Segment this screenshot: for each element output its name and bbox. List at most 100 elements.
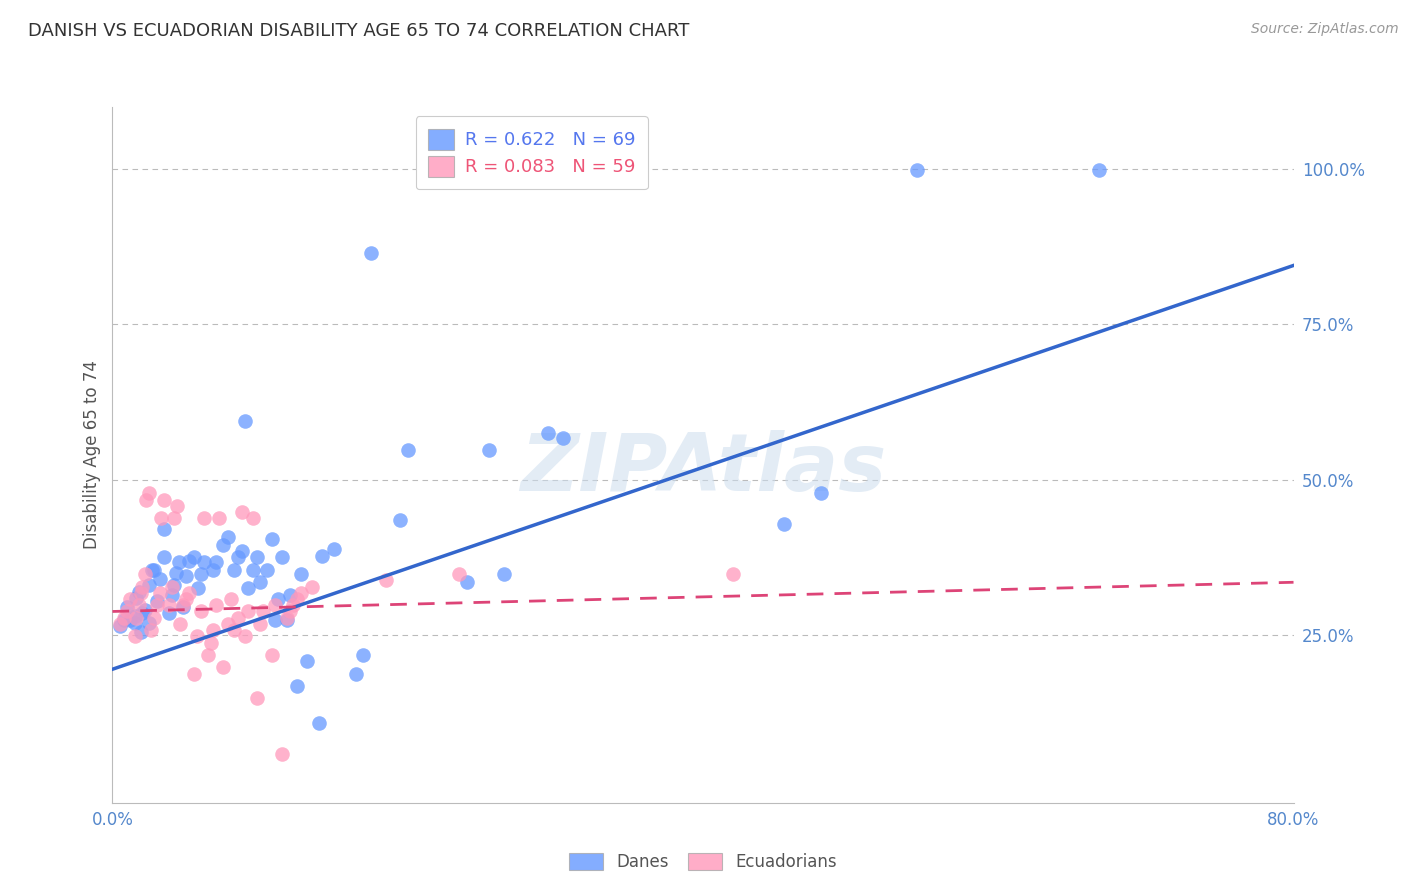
- Point: [117, 605, 138, 619]
- Point: [190, 605, 212, 619]
- Y-axis label: Disability Age 65 to 74: Disability Age 65 to 74: [83, 360, 101, 549]
- Point: [157, 599, 180, 613]
- Point: [112, 613, 135, 627]
- Point: [165, 566, 187, 580]
- Point: [389, 513, 412, 527]
- Point: [120, 592, 142, 607]
- Point: [308, 716, 330, 731]
- Point: [281, 599, 304, 613]
- Point: [297, 654, 319, 668]
- Point: [187, 582, 209, 596]
- Point: [112, 610, 135, 624]
- Point: [773, 517, 796, 532]
- Text: Source: ZipAtlas.com: Source: ZipAtlas.com: [1251, 22, 1399, 37]
- Point: [108, 619, 131, 633]
- Point: [374, 574, 396, 588]
- Point: [260, 648, 283, 662]
- Point: [285, 592, 308, 607]
- Point: [721, 567, 744, 582]
- Point: [139, 623, 162, 637]
- Point: [134, 567, 156, 582]
- Point: [128, 599, 150, 613]
- Point: [212, 660, 235, 674]
- Point: [278, 605, 301, 619]
- Point: [120, 613, 142, 627]
- Point: [252, 605, 274, 619]
- Point: [163, 511, 186, 525]
- Point: [201, 623, 224, 637]
- Point: [205, 555, 228, 569]
- Point: [551, 431, 574, 445]
- Point: [352, 648, 374, 662]
- Point: [222, 623, 245, 637]
- Point: [233, 629, 256, 643]
- Legend: R = 0.622   N = 69, R = 0.083   N = 59: R = 0.622 N = 69, R = 0.083 N = 59: [416, 116, 648, 189]
- Point: [219, 592, 242, 607]
- Point: [231, 505, 253, 519]
- Point: [311, 549, 333, 563]
- Point: [138, 615, 160, 630]
- Point: [117, 600, 138, 615]
- Point: [163, 578, 186, 592]
- Point: [134, 603, 156, 617]
- Point: [344, 666, 367, 681]
- Point: [242, 511, 264, 525]
- Point: [125, 591, 148, 605]
- Point: [146, 599, 169, 613]
- Point: [200, 635, 222, 649]
- Point: [169, 616, 191, 631]
- Point: [290, 586, 312, 600]
- Point: [124, 629, 146, 643]
- Legend: Danes, Ecuadorians: Danes, Ecuadorians: [561, 845, 845, 880]
- Point: [149, 586, 172, 600]
- Point: [290, 567, 312, 582]
- Point: [323, 542, 346, 557]
- Point: [360, 246, 382, 260]
- Point: [160, 580, 183, 594]
- Point: [226, 610, 249, 624]
- Point: [193, 555, 215, 569]
- Point: [492, 567, 515, 582]
- Point: [905, 163, 928, 178]
- Point: [131, 580, 153, 594]
- Point: [301, 580, 323, 594]
- Point: [242, 563, 264, 577]
- Point: [226, 550, 249, 565]
- Point: [183, 550, 205, 565]
- Point: [271, 747, 294, 762]
- Point: [264, 613, 287, 627]
- Point: [222, 563, 245, 577]
- Point: [396, 442, 419, 457]
- Point: [124, 615, 146, 630]
- Point: [238, 605, 260, 619]
- Point: [238, 582, 260, 596]
- Point: [174, 569, 197, 583]
- Point: [231, 544, 253, 558]
- Point: [135, 492, 157, 507]
- Point: [174, 592, 197, 607]
- Point: [278, 588, 301, 602]
- Point: [249, 616, 271, 631]
- Point: [142, 563, 165, 577]
- Point: [217, 616, 239, 631]
- Point: [537, 426, 560, 441]
- Point: [478, 442, 501, 457]
- Text: DANISH VS ECUADORIAN DISABILITY AGE 65 TO 74 CORRELATION CHART: DANISH VS ECUADORIAN DISABILITY AGE 65 T…: [28, 22, 689, 40]
- Point: [197, 648, 219, 662]
- Point: [183, 666, 205, 681]
- Point: [246, 550, 269, 565]
- Point: [153, 523, 176, 537]
- Point: [1087, 163, 1109, 178]
- Point: [129, 624, 152, 639]
- Point: [146, 594, 169, 608]
- Point: [285, 679, 308, 693]
- Point: [249, 575, 271, 590]
- Point: [449, 567, 471, 582]
- Point: [128, 584, 150, 599]
- Point: [276, 613, 298, 627]
- Point: [456, 575, 478, 590]
- Point: [129, 586, 152, 600]
- Point: [138, 486, 160, 500]
- Point: [186, 629, 208, 643]
- Point: [810, 486, 832, 500]
